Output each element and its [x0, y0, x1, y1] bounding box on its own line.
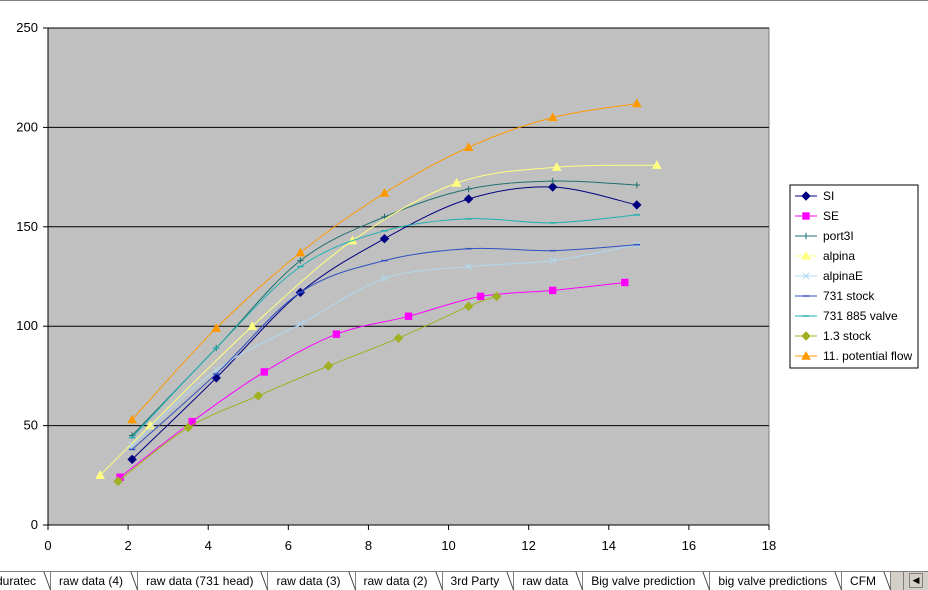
data-point: [295, 247, 306, 257]
data-point: [393, 333, 404, 343]
sheet-tab[interactable]: CFM: [842, 572, 892, 590]
data-point: [631, 98, 642, 108]
data-point: [296, 320, 304, 328]
legend: SI SE port3I alpina alpinaE 731 stock 731 885 …: [789, 184, 919, 369]
data-point: [465, 185, 472, 193]
data-point: [379, 187, 390, 197]
sheet-tab[interactable]: raw data (2): [355, 572, 443, 590]
sheet-tab[interactable]: raw data (4): [51, 572, 139, 590]
series-0: [127, 182, 642, 465]
sheet-tab[interactable]: duratec: [0, 572, 52, 590]
data-point: [95, 470, 105, 479]
x-tick-label: 16: [682, 538, 696, 553]
series-7: [113, 291, 502, 486]
sheet-tab[interactable]: big valve predictions: [710, 572, 843, 590]
data-point: [127, 454, 137, 465]
data-point: [632, 200, 642, 210]
legend-label: SE: [823, 209, 839, 223]
data-point: [127, 414, 137, 424]
sheet-tab[interactable]: raw data (731 head): [138, 572, 269, 590]
data-point: [404, 312, 413, 320]
legend-marker: [802, 272, 810, 280]
data-point: [549, 177, 556, 185]
y-tick-label: 50: [24, 418, 38, 433]
series-layer: [95, 98, 662, 486]
data-point: [463, 142, 474, 151]
legend-label: alpinaE: [823, 269, 863, 283]
series-5: [128, 243, 641, 451]
data-point: [621, 278, 629, 287]
y-tick-label: 200: [16, 119, 38, 134]
x-tick-label: 2: [124, 538, 131, 553]
data-point: [380, 274, 389, 283]
data-point: [476, 292, 485, 301]
data-point: [323, 361, 334, 371]
sheet-tab[interactable]: Big valve prediction: [583, 572, 711, 590]
legend-items: SI SE port3I alpina alpinaE 731 stock 731 885 …: [795, 189, 913, 363]
series-4: [128, 241, 641, 450]
data-point: [183, 422, 193, 433]
legend-label: 11. potential flow: [823, 349, 913, 363]
series-6: [128, 214, 641, 439]
data-point: [379, 234, 390, 244]
legend-label: 731 stock: [823, 289, 875, 303]
y-tick-label: 150: [16, 219, 38, 234]
x-tick-label: 0: [44, 538, 51, 553]
data-point: [547, 182, 558, 192]
x-tick-label: 10: [441, 538, 455, 553]
data-point: [247, 321, 258, 330]
x-tick-label: 6: [285, 538, 292, 553]
y-tick-label: 250: [16, 20, 38, 35]
data-point: [332, 330, 341, 338]
tab-scroll-left-button[interactable]: ◀: [909, 573, 923, 588]
tab-scroll-area: ◀: [903, 572, 928, 590]
gridlines: [48, 27, 769, 427]
legend-marker: [801, 331, 811, 341]
data-point: [253, 391, 263, 401]
sheet-tab[interactable]: raw data (3): [268, 572, 356, 590]
data-point: [297, 257, 304, 264]
legend-marker: [801, 250, 811, 260]
legend-marker: [802, 212, 810, 220]
x-tick-label: 12: [521, 538, 535, 553]
data-point: [491, 291, 502, 302]
triangle-left-icon: ◀: [912, 575, 920, 585]
data-point: [260, 368, 269, 376]
legend-label: port3I: [823, 229, 854, 243]
data-point: [633, 181, 641, 189]
sheet-tab[interactable]: raw data: [514, 572, 584, 590]
data-point: [549, 286, 557, 295]
series-8: [127, 98, 642, 424]
sheet-tab[interactable]: 3rd Party: [442, 572, 515, 590]
data-point: [463, 194, 474, 204]
chart: 0 50 100 150 200 250 0 2 4 6 8 10 12 14 16 18 SI SE port3…: [0, 0, 928, 553]
legend-marker: [801, 350, 811, 360]
data-point: [547, 112, 558, 122]
data-point: [651, 160, 662, 169]
data-point: [551, 162, 562, 171]
axes: 0 50 100 150 200 250 0 2 4 6 8 10 12 14 16 18: [16, 20, 776, 553]
legend-label: alpina: [823, 249, 855, 263]
y-tick-label: 100: [16, 318, 38, 333]
x-tick-label: 18: [762, 538, 776, 553]
legend-label: SI: [823, 189, 834, 203]
sheet-tab-bar: duratec raw data (4) raw data (731 head) ra…: [0, 571, 928, 590]
data-point: [465, 263, 473, 271]
data-point: [451, 178, 462, 187]
legend-label: 1.3 stock: [823, 329, 872, 343]
x-tick-label: 8: [365, 538, 372, 553]
series-1: [116, 278, 629, 481]
data-point: [113, 476, 123, 486]
x-tick-label: 4: [205, 538, 212, 553]
data-point: [549, 257, 557, 265]
sheet-tabs: duratec raw data (4) raw data (731 head) ra…: [0, 572, 892, 590]
legend-label: 731 885 valve: [823, 309, 898, 323]
data-point: [463, 301, 474, 312]
legend-marker: [802, 232, 810, 240]
x-tick-label: 14: [602, 538, 616, 553]
y-tick-label: 0: [31, 517, 38, 532]
legend-marker: [801, 191, 811, 201]
data-point: [211, 323, 222, 332]
